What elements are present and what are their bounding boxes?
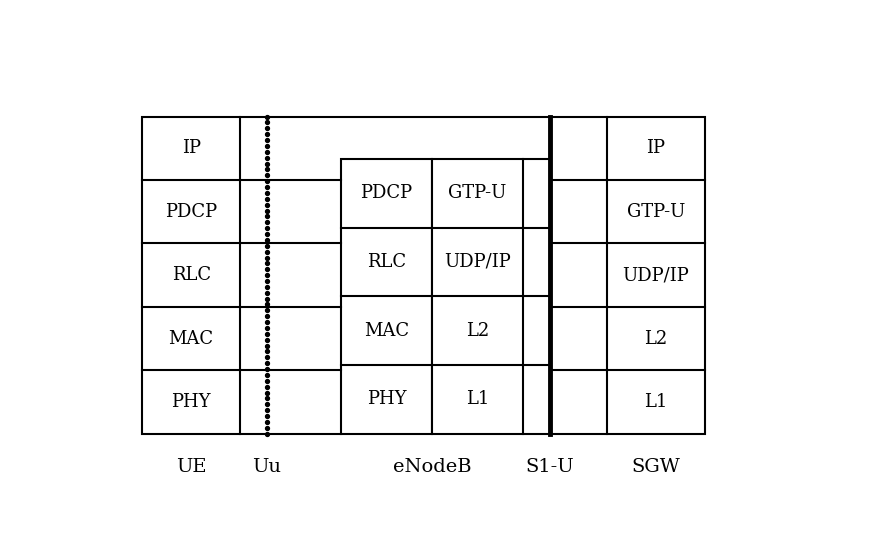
Text: IP: IP [647, 139, 666, 158]
Text: S1-U: S1-U [526, 458, 574, 477]
Text: IP: IP [182, 139, 201, 158]
Text: L1: L1 [644, 393, 667, 411]
Text: L1: L1 [466, 390, 489, 408]
Bar [607, 116, 705, 434]
Text: GTP-U: GTP-U [627, 203, 685, 221]
Text: PDCP: PDCP [361, 184, 413, 202]
Text: MAC: MAC [169, 329, 214, 348]
Text: Uu: Uu [252, 458, 282, 477]
Text: eNodeB: eNodeB [393, 458, 471, 477]
Text: UE: UE [176, 458, 206, 477]
Text: UDP/IP: UDP/IP [444, 253, 511, 271]
Text: UDP/IP: UDP/IP [622, 266, 689, 284]
Text: L2: L2 [466, 322, 489, 340]
Text: GTP-U: GTP-U [448, 184, 507, 202]
Text: SGW: SGW [632, 458, 680, 477]
Text: L2: L2 [644, 329, 667, 348]
Text: MAC: MAC [364, 322, 409, 340]
Text: PHY: PHY [171, 393, 211, 411]
Bar [143, 116, 240, 434]
Text: PDCP: PDCP [165, 203, 217, 221]
Text: RLC: RLC [367, 253, 406, 271]
Bar [432, 159, 523, 434]
Text: PHY: PHY [367, 390, 406, 408]
Text: RLC: RLC [171, 266, 210, 284]
Bar [341, 159, 432, 434]
